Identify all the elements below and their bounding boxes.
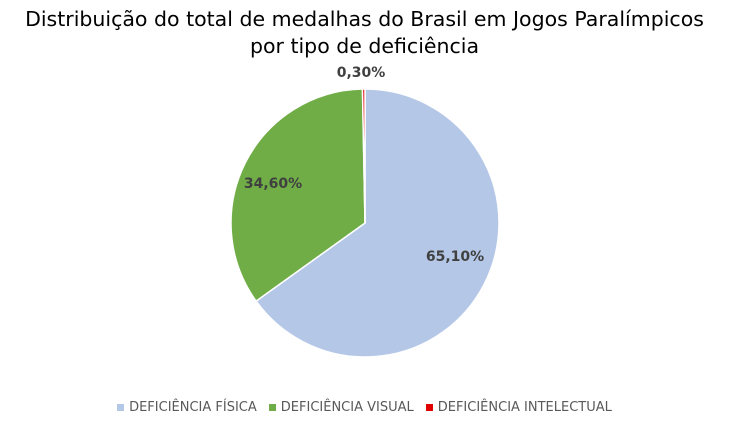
chart-legend: DEFICIÊNCIA FÍSICA DEFICIÊNCIA VISUAL DE… [0,400,729,415]
data-label-visual: 34,60% [244,176,302,192]
data-label-intelectual: 0,30% [337,65,386,81]
data-label-fisica: 65,10% [426,249,484,265]
legend-label-visual: DEFICIÊNCIA VISUAL [280,400,414,415]
legend-item-fisica: DEFICIÊNCIA FÍSICA [117,400,257,415]
legend-swatch-fisica [117,404,125,411]
legend-label-fisica: DEFICIÊNCIA FÍSICA [129,400,257,415]
legend-swatch-visual [268,404,276,411]
pie-slice-visual [230,88,366,303]
pie-chart: 65,10% 34,60% 0,30% [230,65,500,358]
legend-swatch-intelectual [425,404,433,411]
chart-title-line-2: por tipo de deficiência [249,34,480,58]
chart-title-line-1: Distribuição do total de medalhas do Bra… [25,7,704,31]
legend-item-visual: DEFICIÊNCIA VISUAL [268,400,414,415]
chart-title: Distribuição do total de medalhas do Bra… [0,6,729,60]
pie-slice-fisica [255,88,500,358]
legend-label-intelectual: DEFICIÊNCIA INTELECTUAL [437,400,612,415]
pie-slice-intelectual [361,88,366,224]
legend-item-intelectual: DEFICIÊNCIA INTELECTUAL [425,400,612,415]
